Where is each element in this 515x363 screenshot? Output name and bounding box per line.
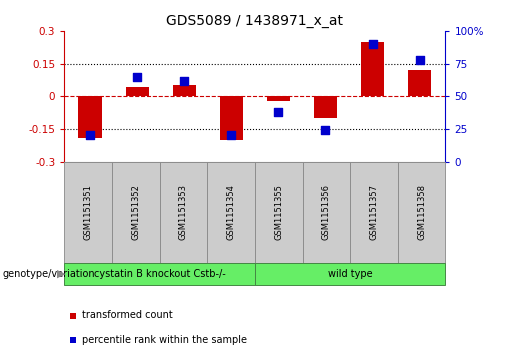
Text: GSM1151355: GSM1151355 (274, 184, 283, 240)
Point (368, 41, 376, 47)
Point (274, 109, 283, 115)
Bar (408, 70, 432, 96)
Point (227, 132, 235, 138)
Point (416, 57, 424, 62)
Bar (173, 85, 196, 96)
Bar (314, 96, 337, 118)
Title: GDS5089 / 1438971_x_at: GDS5089 / 1438971_x_at (166, 15, 344, 28)
Text: GSM1151353: GSM1151353 (179, 184, 188, 240)
Bar (126, 87, 149, 96)
Text: transformed count: transformed count (82, 310, 173, 320)
Point (180, 78, 188, 83)
Text: GSM1151356: GSM1151356 (322, 184, 331, 240)
Text: percentile rank within the sample: percentile rank within the sample (82, 335, 247, 346)
Text: GSM1151357: GSM1151357 (370, 184, 379, 240)
Point (86, 132, 94, 138)
Bar (78, 96, 102, 138)
Text: GSM1151352: GSM1151352 (131, 184, 140, 240)
Text: GSM1151354: GSM1151354 (227, 184, 235, 240)
Bar (361, 42, 384, 96)
Point (133, 74, 142, 79)
Bar (219, 96, 243, 140)
Text: wild type: wild type (328, 269, 372, 279)
Text: genotype/variation: genotype/variation (3, 269, 95, 279)
Text: cystatin B knockout Cstb-/-: cystatin B knockout Cstb-/- (94, 269, 226, 279)
Point (321, 127, 330, 133)
Text: GSM1151358: GSM1151358 (417, 184, 426, 240)
Text: ▶: ▶ (57, 269, 65, 279)
Text: GSM1151351: GSM1151351 (84, 184, 93, 240)
Bar (267, 96, 290, 101)
